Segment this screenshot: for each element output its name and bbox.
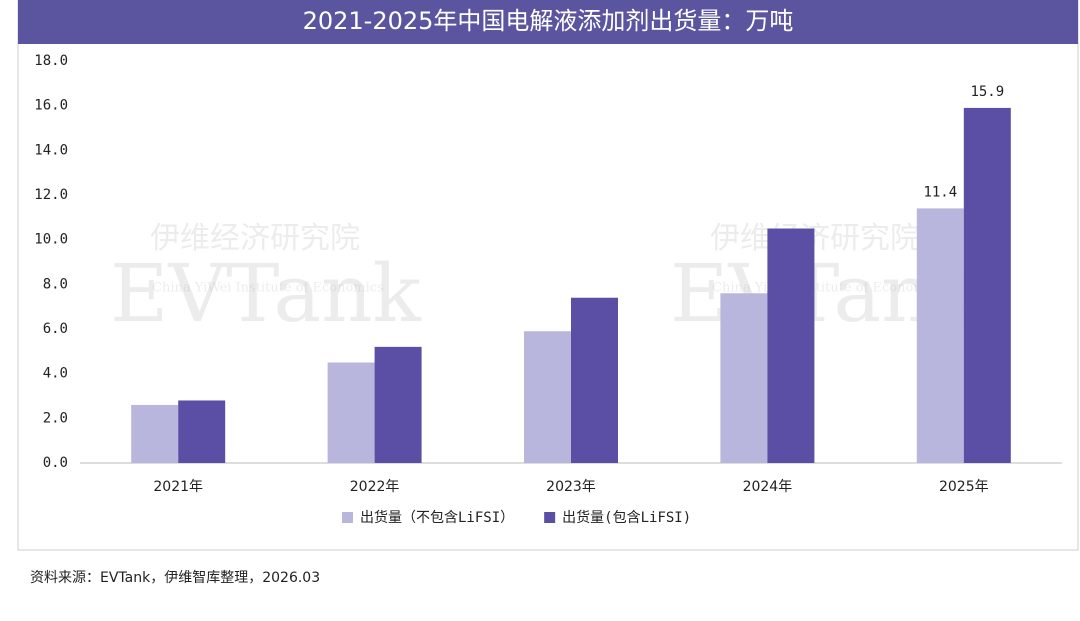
bar: [524, 331, 571, 463]
y-tick-label: 8.0: [43, 276, 68, 292]
watermark: 伊维经济研究院: [710, 221, 920, 256]
data-label: 11.4: [923, 184, 957, 200]
bar: [916, 208, 964, 463]
x-tick-label: 2025年: [939, 479, 989, 495]
bar: [720, 293, 768, 463]
y-tick-label: 6.0: [43, 321, 68, 337]
bar: [571, 297, 618, 463]
watermark: EVTank: [110, 247, 423, 340]
legend-label: 出货量（不包含LiFSI）: [360, 509, 514, 526]
y-tick-label: 18.0: [34, 53, 68, 69]
chart-frame: [17, 0, 1079, 551]
y-tick-label: 0.0: [43, 455, 68, 471]
chart-title: 2021-2025年中国电解液添加剂出货量：万吨: [303, 7, 794, 35]
y-tick-label: 10.0: [34, 232, 68, 248]
y-tick-label: 2.0: [43, 410, 68, 426]
legend-swatch: [342, 512, 353, 523]
legend-label: 出货量(包含LiFSI): [562, 509, 691, 526]
y-tick-label: 16.0: [34, 98, 68, 114]
bar: [131, 404, 179, 463]
y-tick-label: 14.0: [34, 142, 68, 158]
bar: [178, 400, 226, 463]
source-note: 资料来源：EVTank，伊维智库整理，2026.03: [30, 570, 320, 586]
x-tick-label: 2023年: [546, 479, 596, 495]
x-tick-label: 2024年: [743, 479, 793, 495]
x-tick-label: 2021年: [153, 479, 203, 495]
y-tick-label: 4.0: [43, 366, 68, 382]
bar: [767, 228, 815, 463]
x-tick-label: 2022年: [350, 479, 400, 495]
watermark: 伊维经济研究院: [150, 221, 360, 256]
bar: [374, 346, 422, 463]
legend-swatch: [544, 512, 556, 523]
bar: [327, 362, 375, 463]
y-tick-label: 12.0: [34, 187, 68, 203]
bar: [963, 107, 1011, 464]
data-label: 15.9: [970, 84, 1004, 100]
title-banner: [18, 0, 1078, 44]
watermark: China YiWei Institute of Economics: [152, 281, 384, 296]
